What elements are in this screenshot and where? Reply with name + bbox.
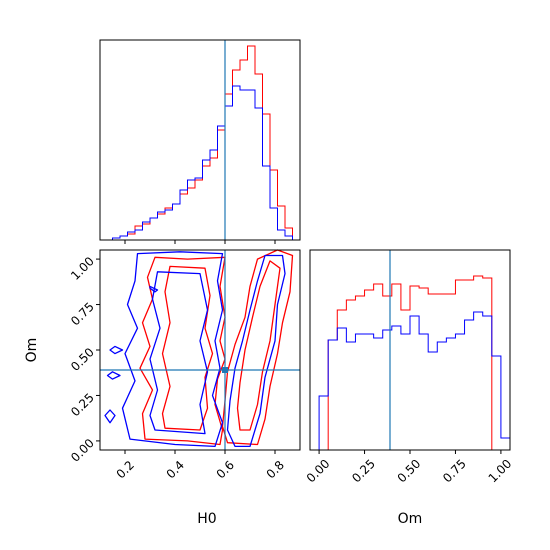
blue-contour	[109, 345, 124, 355]
y-axis-label-om: Om	[24, 338, 40, 363]
red-contour	[161, 265, 214, 431]
blue-contour	[104, 409, 116, 424]
x-tick-label-h0: 0.2	[114, 458, 137, 481]
blue-histogram-h0	[112, 85, 293, 240]
red-contour	[236, 260, 281, 431]
x-axis-label-h0: H0	[197, 511, 216, 527]
panel-frame	[99, 249, 301, 451]
panel-h0-histogram	[99, 39, 301, 244]
x-tick-label-h0: 0.4	[164, 458, 187, 481]
y-tick-label-om: 0.75	[68, 300, 97, 329]
x-tick-label-om: 0.00	[304, 457, 333, 486]
blue-contour	[149, 271, 209, 435]
y-tick-label-om: 0.50	[68, 345, 97, 374]
y-tick-label-om: 0.00	[68, 436, 97, 465]
y-tick-label-om: 1.00	[68, 254, 97, 283]
x-tick-label-h0: 0.6	[214, 458, 237, 481]
x-axis-label-om: Om	[398, 511, 423, 527]
red-histogram-h0	[112, 45, 293, 240]
x-tick-label-om: 1.00	[486, 457, 515, 486]
panel-om-histogram: 0.00 0.25 0.50 0.75 1.00 Om	[304, 249, 515, 527]
blue-contour	[121, 251, 224, 448]
x-tick-label-om: 0.25	[349, 457, 378, 486]
x-tick-label-om: 0.50	[395, 457, 424, 486]
truth-marker	[222, 367, 228, 373]
blue-contour	[106, 371, 121, 380]
panel-h0-om-contour: 0.2 0.4 0.6 0.8 0.00 0.25 0.50 0.75 1.00 H0 Om	[24, 249, 301, 527]
panel-frame	[99, 39, 301, 241]
y-tick-label-om: 0.25	[68, 391, 97, 420]
x-tick-label-om: 0.75	[440, 457, 469, 486]
x-tick-label-h0: 0.8	[264, 458, 287, 481]
red-histogram-om	[310, 275, 510, 451]
blue-contour	[226, 254, 286, 448]
blue-histogram-om	[310, 311, 511, 451]
blue-contour	[149, 285, 159, 293]
panel-frame	[309, 249, 511, 451]
